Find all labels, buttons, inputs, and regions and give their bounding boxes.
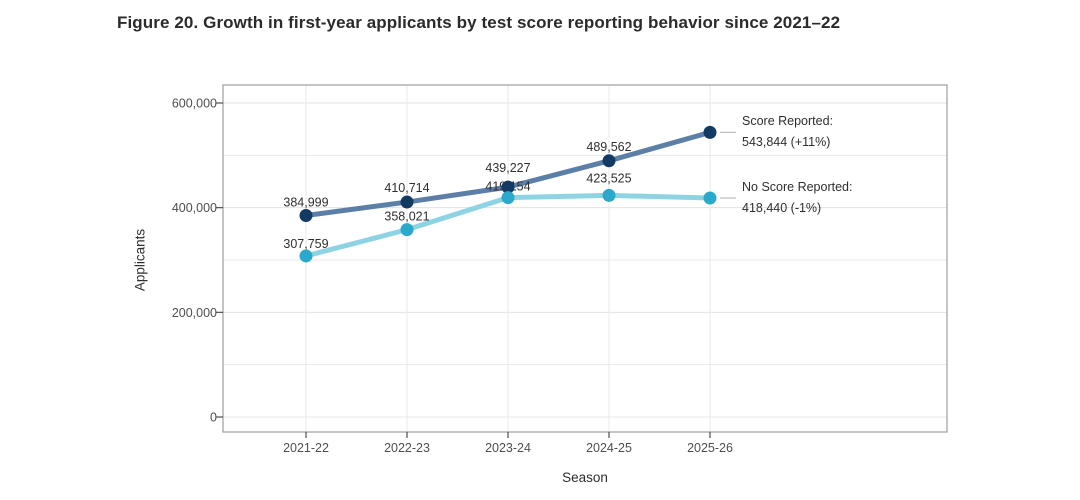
annotation-score-reported: Score Reported: 543,844 (+11%) xyxy=(742,111,833,153)
y-tick-label: 200,000 xyxy=(172,306,217,320)
data-point-score-reported xyxy=(703,125,717,139)
data-label: 384,999 xyxy=(283,196,328,210)
data-point-no-score-reported xyxy=(501,191,515,205)
x-tick-label: 2023-24 xyxy=(485,441,531,455)
x-tick-label: 2024-25 xyxy=(586,441,632,455)
y-tick-label: 600,000 xyxy=(172,97,217,111)
y-axis-title: Applicants xyxy=(132,228,148,292)
x-tick-label: 2022-23 xyxy=(384,441,430,455)
data-label: 439,227 xyxy=(485,161,530,175)
data-point-score-reported xyxy=(299,209,313,223)
data-point-no-score-reported xyxy=(602,188,616,202)
data-label: 358,021 xyxy=(384,210,429,224)
data-point-no-score-reported xyxy=(400,223,414,237)
y-tick-label: 400,000 xyxy=(172,201,217,215)
x-tick-label: 2021-22 xyxy=(283,441,329,455)
annotation-score-reported-label: Score Reported: xyxy=(742,114,834,128)
data-label: 307,759 xyxy=(283,237,328,251)
data-point-score-reported xyxy=(602,154,616,168)
data-point-score-reported xyxy=(400,195,414,209)
figure-title: Figure 20. Growth in first-year applican… xyxy=(117,13,841,32)
data-label: 489,562 xyxy=(586,140,631,154)
annotation-score-reported-value: 543,844 (+11%) xyxy=(742,135,831,149)
data-point-no-score-reported xyxy=(703,191,717,205)
x-axis-title: Season xyxy=(562,470,608,485)
annotation-no-score-reported-value: 418,440 (-1%) xyxy=(742,201,822,215)
annotation-no-score-reported-label: No Score Reported: xyxy=(742,180,853,194)
panel-border xyxy=(222,84,948,433)
y-tick-label: 0 xyxy=(210,411,217,425)
data-point-score-reported xyxy=(501,180,515,194)
data-label: 410,714 xyxy=(384,181,429,195)
annotation-no-score-reported: No Score Reported: 418,440 (-1%) xyxy=(742,177,852,219)
data-point-no-score-reported xyxy=(299,249,313,263)
x-tick-label: 2025-26 xyxy=(687,441,733,455)
data-label: 423,525 xyxy=(586,171,631,185)
